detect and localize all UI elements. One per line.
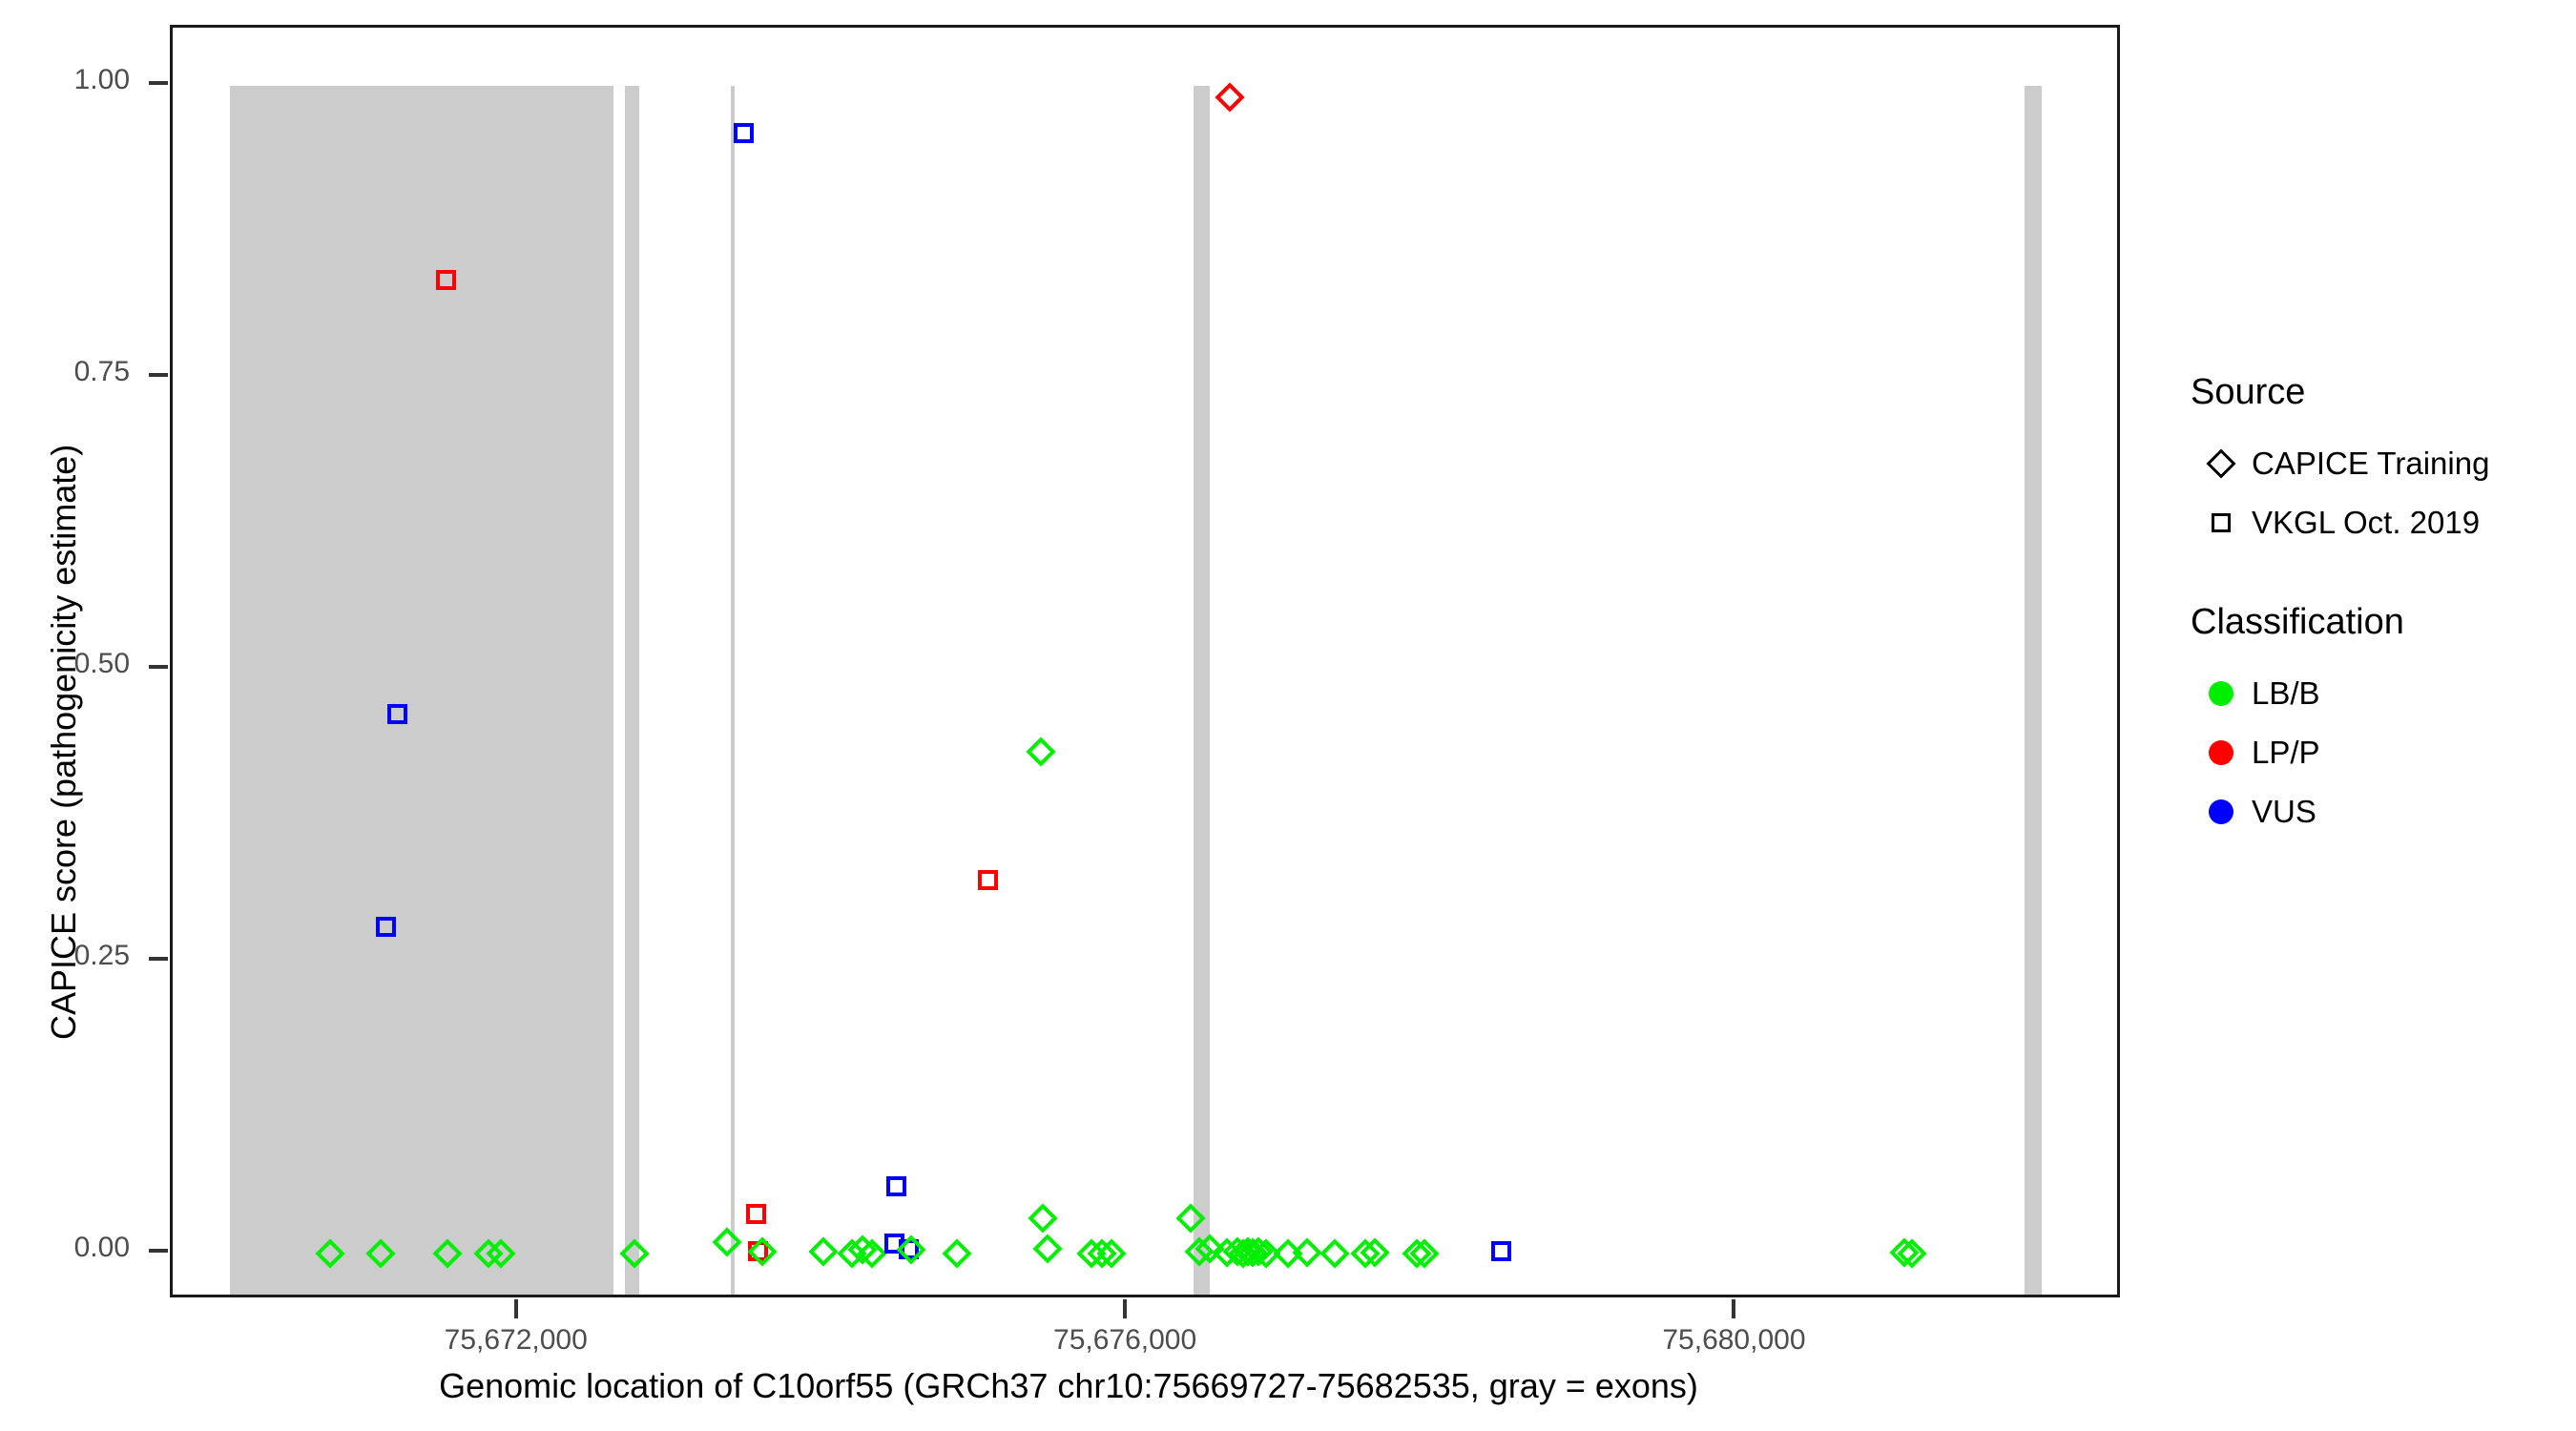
legend-spacer xyxy=(2191,552,2572,602)
y-tick-mark xyxy=(149,373,168,378)
legend-title-source: Source xyxy=(2191,372,2306,412)
exon-band xyxy=(229,86,613,1295)
legend-item-classification[interactable]: VUS xyxy=(2191,782,2572,841)
exon-band xyxy=(2025,86,2042,1295)
data-point xyxy=(884,1233,905,1254)
y-tick-label: 0.00 xyxy=(73,1232,130,1264)
y-tick-label: 0.75 xyxy=(73,356,130,388)
legend-label: VKGL Oct. 2019 xyxy=(2252,505,2481,540)
data-point xyxy=(619,1238,650,1269)
data-point xyxy=(1215,82,1245,113)
legend-title-classification: Classification xyxy=(2191,602,2404,642)
square-icon xyxy=(2191,513,2252,532)
dot-icon xyxy=(2191,681,2252,706)
x-tick-mark xyxy=(513,1299,518,1318)
legend-label: LP/P xyxy=(2252,735,2320,770)
data-point xyxy=(898,1238,919,1259)
y-tick-mark xyxy=(149,1249,168,1254)
legend-item-source[interactable]: CAPICE Training xyxy=(2191,434,2572,493)
data-point xyxy=(977,869,998,890)
data-point xyxy=(1292,1237,1322,1268)
y-tick-mark xyxy=(149,665,168,670)
legend-group-source: CAPICE Training VKGL Oct. 2019 xyxy=(2191,434,2572,552)
data-point xyxy=(746,1203,767,1224)
data-point xyxy=(734,122,755,143)
data-point xyxy=(712,1227,742,1257)
data-point xyxy=(942,1238,972,1269)
exon-band xyxy=(1193,86,1211,1295)
x-tick-mark xyxy=(1123,1299,1128,1318)
data-point xyxy=(1319,1238,1350,1269)
legend-item-source[interactable]: VKGL Oct. 2019 xyxy=(2191,493,2572,552)
y-tick-label: 0.25 xyxy=(73,940,130,972)
legend-label: CAPICE Training xyxy=(2252,446,2490,481)
y-tick-label: 0.50 xyxy=(73,648,130,680)
data-point xyxy=(1028,1203,1058,1234)
data-point xyxy=(747,1241,768,1262)
x-tick-mark xyxy=(1732,1299,1736,1318)
exon-band xyxy=(730,86,736,1295)
legend-item-classification[interactable]: LP/P xyxy=(2191,723,2572,782)
data-point xyxy=(1031,1234,1063,1264)
x-tick-label: 75,680,000 xyxy=(1662,1324,1806,1356)
data-point xyxy=(386,704,407,725)
legend-item-classification[interactable]: LB/B xyxy=(2191,664,2572,723)
x-tick-label: 75,676,000 xyxy=(1053,1324,1197,1356)
dot-icon xyxy=(2191,799,2252,824)
exon-band xyxy=(625,86,639,1295)
x-axis-title: Genomic location of C10orf55 (GRCh37 chr… xyxy=(439,1366,1698,1405)
y-tick-mark xyxy=(149,81,168,86)
plot-panel xyxy=(170,25,2120,1297)
y-tick-mark xyxy=(149,957,168,962)
data-point xyxy=(1026,736,1056,767)
data-point xyxy=(1490,1241,1511,1262)
legend-label: VUS xyxy=(2252,794,2316,829)
data-point xyxy=(435,269,456,290)
dot-icon xyxy=(2191,740,2252,765)
legend-label: LB/B xyxy=(2252,675,2320,711)
diamond-icon xyxy=(2191,448,2252,479)
data-point xyxy=(376,916,397,937)
data-point xyxy=(886,1175,907,1196)
legend: Source CAPICE Training VKGL Oct. 2019 Cla… xyxy=(2191,372,2572,841)
y-tick-label: 1.00 xyxy=(73,64,130,96)
x-tick-label: 75,672,000 xyxy=(444,1324,588,1356)
data-point xyxy=(808,1236,839,1267)
legend-group-classification: LB/B LP/P VUS xyxy=(2191,664,2572,841)
